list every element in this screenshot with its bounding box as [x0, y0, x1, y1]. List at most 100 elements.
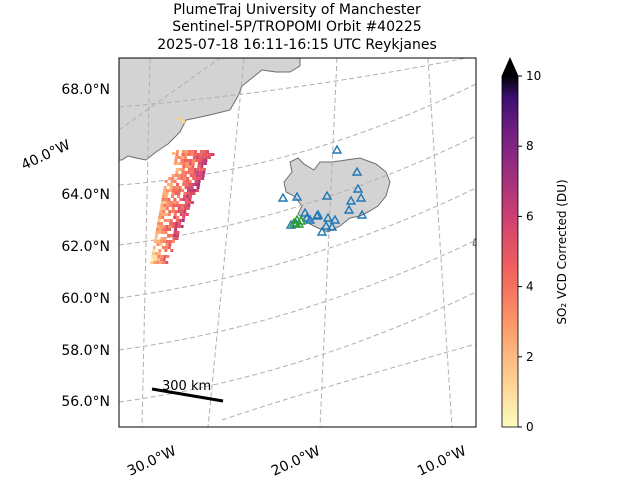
- plume-cell: [181, 204, 185, 207]
- plume-cell: [197, 165, 201, 168]
- plume-cell: [165, 240, 169, 243]
- title-line-2: Sentinel-5P/TROPOMI Orbit #40225: [172, 19, 421, 35]
- plume-cell: [192, 159, 196, 162]
- plume-cell: [176, 231, 180, 234]
- plume-cell: [185, 213, 189, 216]
- plume-cell: [189, 159, 193, 162]
- plume-cell: [179, 213, 183, 216]
- plume-cell: [203, 162, 207, 165]
- plume-cell: [206, 150, 209, 153]
- plume-cell: [175, 189, 178, 192]
- plume-cell: [176, 150, 179, 153]
- plume-cell: [180, 156, 184, 159]
- scale-bar: [151, 387, 224, 403]
- plume-cell: [173, 162, 177, 165]
- plume-cell: [162, 192, 166, 195]
- plume-cell: [201, 177, 205, 180]
- plume-cell: [150, 261, 154, 264]
- colorbar-tick-label: 10: [526, 69, 541, 83]
- plume-cell: [162, 210, 166, 213]
- plume-cell: [165, 225, 169, 228]
- plume-cell: [162, 195, 165, 198]
- plume-cell: [182, 180, 186, 183]
- plume-cell: [184, 204, 188, 207]
- colorbar-tick-label: 6: [526, 209, 534, 223]
- plume-cell: [152, 246, 156, 249]
- plume-cell: [201, 156, 205, 159]
- plume-cell: [172, 152, 175, 155]
- plume-cell: [153, 258, 157, 261]
- plume-cell: [171, 225, 175, 228]
- plume-cell: [198, 177, 202, 180]
- so2-plume: [150, 117, 215, 264]
- plume-cell: [173, 234, 176, 237]
- plume-cell: [167, 246, 171, 249]
- plume-cell: [159, 261, 163, 264]
- plume-cell: [173, 213, 177, 216]
- plume-cell: [171, 192, 175, 195]
- plume-cell: [168, 243, 172, 246]
- plume-cell: [190, 201, 194, 204]
- plume-cell: [196, 189, 199, 192]
- plume-cell: [160, 204, 164, 207]
- plume-cell: [202, 168, 206, 171]
- plume-cell: [187, 204, 191, 207]
- plume-cell: [178, 186, 182, 189]
- plume-cell: [171, 240, 175, 243]
- plume-cell: [163, 219, 167, 222]
- plume-cell: [195, 174, 199, 177]
- volcano-marker-icon: [316, 226, 328, 236]
- plume-cell: [152, 249, 156, 252]
- plume-cell: [169, 219, 173, 222]
- plume-cell: [166, 204, 170, 207]
- plume-cell: [175, 201, 179, 204]
- plume-cell: [195, 159, 199, 162]
- plume-cell: [165, 261, 169, 264]
- plume-cell: [205, 153, 209, 156]
- plume-cell: [193, 171, 197, 174]
- plume-cell: [175, 219, 179, 222]
- plume-cell: [177, 174, 181, 177]
- plume-cell: [161, 213, 165, 216]
- plume-cell: [178, 117, 181, 120]
- plume-cell: [167, 183, 171, 186]
- plume-cell: [169, 186, 173, 189]
- plume-cell: [165, 195, 168, 198]
- plume-cell: [159, 210, 163, 213]
- plume-cell: [170, 183, 174, 186]
- plume-cell: [172, 222, 176, 225]
- volcano-marker-icon: [322, 212, 334, 222]
- plume-cell: [174, 225, 178, 228]
- title-line-3: 2025-07-18 16:11-16:15 UTC Reykjanes: [157, 37, 437, 53]
- plume-cell: [204, 159, 208, 162]
- plume-cell: [195, 156, 199, 159]
- plume-cell: [196, 171, 200, 174]
- plume-cell: [164, 180, 168, 183]
- plume-cell: [200, 150, 203, 153]
- plume-cell: [191, 165, 195, 168]
- plume-cell: [185, 183, 189, 186]
- plume-cell: [156, 243, 160, 246]
- plume-cell: [177, 207, 181, 210]
- volcano-marker-icon: [343, 204, 355, 214]
- plume-cell: [192, 174, 196, 177]
- plume-cell: [177, 210, 181, 213]
- plume-cell: [173, 198, 177, 201]
- volcano-marker-icon: [345, 195, 357, 205]
- plume-cell: [172, 237, 176, 240]
- plume-cell: [168, 225, 172, 228]
- plume-cell: [171, 195, 174, 198]
- plume-cell: [164, 213, 168, 216]
- colorbar-label: SO₂ VCD Corrected (DU): [555, 179, 569, 324]
- plume-cell: [179, 162, 183, 165]
- plume-cell: [173, 180, 177, 183]
- plume-cell: [173, 216, 177, 219]
- plume-cell: [162, 225, 166, 228]
- scale-bar-label: 300 km: [162, 379, 211, 394]
- plume-cell: [159, 225, 163, 228]
- plume-cell: [191, 150, 194, 153]
- plume-cell: [187, 189, 190, 192]
- plume-cell: [172, 201, 176, 204]
- plume-cell: [158, 216, 162, 219]
- plume-cell: [150, 258, 154, 261]
